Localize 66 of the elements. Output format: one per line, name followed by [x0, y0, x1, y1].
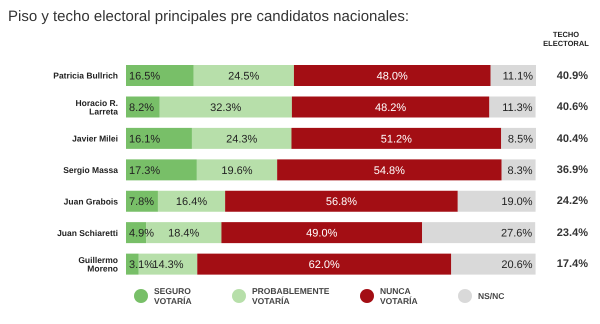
legend-label: SEGURO VOTARÍA	[154, 286, 193, 306]
bar	[194, 65, 294, 86]
bar	[126, 128, 192, 149]
bar	[221, 222, 422, 244]
bar	[197, 254, 452, 275]
text: 23.4%	[556, 226, 588, 240]
data-label: 16.1%	[129, 133, 160, 146]
data-label: 14.3%	[152, 259, 184, 272]
data-label: 17.3%	[129, 164, 160, 177]
legend-label: NUNCA VOTARÍA	[380, 286, 419, 306]
text: 40.4%	[556, 132, 588, 146]
chart-title: Piso y techo electoral principales pre candidatos nacionales:	[8, 8, 410, 27]
y-tick-label: Juan Schiaretti	[57, 228, 118, 238]
bar	[451, 254, 536, 275]
y-tick-label: Patricia Bullrich	[53, 70, 118, 81]
bar	[458, 190, 536, 212]
data-label: 32.3%	[210, 102, 242, 114]
bar	[158, 190, 226, 212]
data-label: 19.0%	[501, 196, 533, 208]
text: 17.4%	[556, 257, 588, 272]
data-label: 54.8%	[374, 164, 406, 177]
y-tick-label: Horacio R. Larreta	[75, 98, 118, 116]
data-label: 62.0%	[308, 259, 340, 272]
data-label: 16.5%	[129, 70, 160, 83]
data-label: 24.3%	[226, 133, 258, 146]
data-label: 56.8%	[326, 196, 358, 208]
legend-label: PROBABLEMENTE VOTARÍA	[252, 286, 330, 306]
data-label: 8.3%	[508, 164, 533, 177]
bar	[225, 190, 458, 212]
data-label: 19.6%	[221, 164, 253, 177]
data-label: 48.0%	[376, 70, 408, 83]
data-label: 3.1%	[129, 259, 154, 272]
data-label: 8.5%	[508, 133, 534, 146]
bar	[294, 65, 491, 86]
data-label: 49.0%	[306, 228, 338, 240]
data-label: 4.9%	[129, 228, 154, 240]
text: 36.9%	[556, 163, 588, 177]
bar	[422, 222, 536, 244]
data-label: 27.6%	[500, 228, 532, 240]
bar	[490, 65, 536, 86]
data-label: 16.4%	[176, 196, 208, 208]
text: 24.2%	[556, 194, 588, 208]
bar	[192, 128, 292, 149]
data-label: 48.2%	[374, 102, 406, 114]
bar	[126, 65, 194, 86]
y-tick-label: Guillermo Moreno	[78, 255, 118, 274]
bar	[277, 159, 502, 180]
bar	[196, 159, 278, 180]
data-label: 11.3%	[502, 102, 533, 114]
y-tick-label: Sergio Massa	[63, 165, 118, 176]
bar	[160, 96, 292, 118]
data-label: 8.2%	[129, 102, 154, 114]
bar	[126, 159, 197, 180]
text: 40.9%	[556, 68, 588, 83]
bar	[291, 128, 502, 149]
data-label: 24.5%	[228, 70, 260, 83]
bar	[292, 96, 490, 118]
legend-label: NS/NC	[478, 291, 506, 301]
data-label: 18.4%	[168, 228, 200, 240]
data-label: 51.2%	[380, 133, 412, 146]
y-tick-label: Juan Grabois	[64, 196, 118, 206]
data-label: 11.1%	[502, 70, 534, 83]
data-label: 7.8%	[129, 196, 154, 208]
data-label: 20.6%	[501, 259, 533, 272]
text: 40.6%	[556, 100, 588, 114]
y-tick-label: Javier Milei	[72, 134, 118, 144]
